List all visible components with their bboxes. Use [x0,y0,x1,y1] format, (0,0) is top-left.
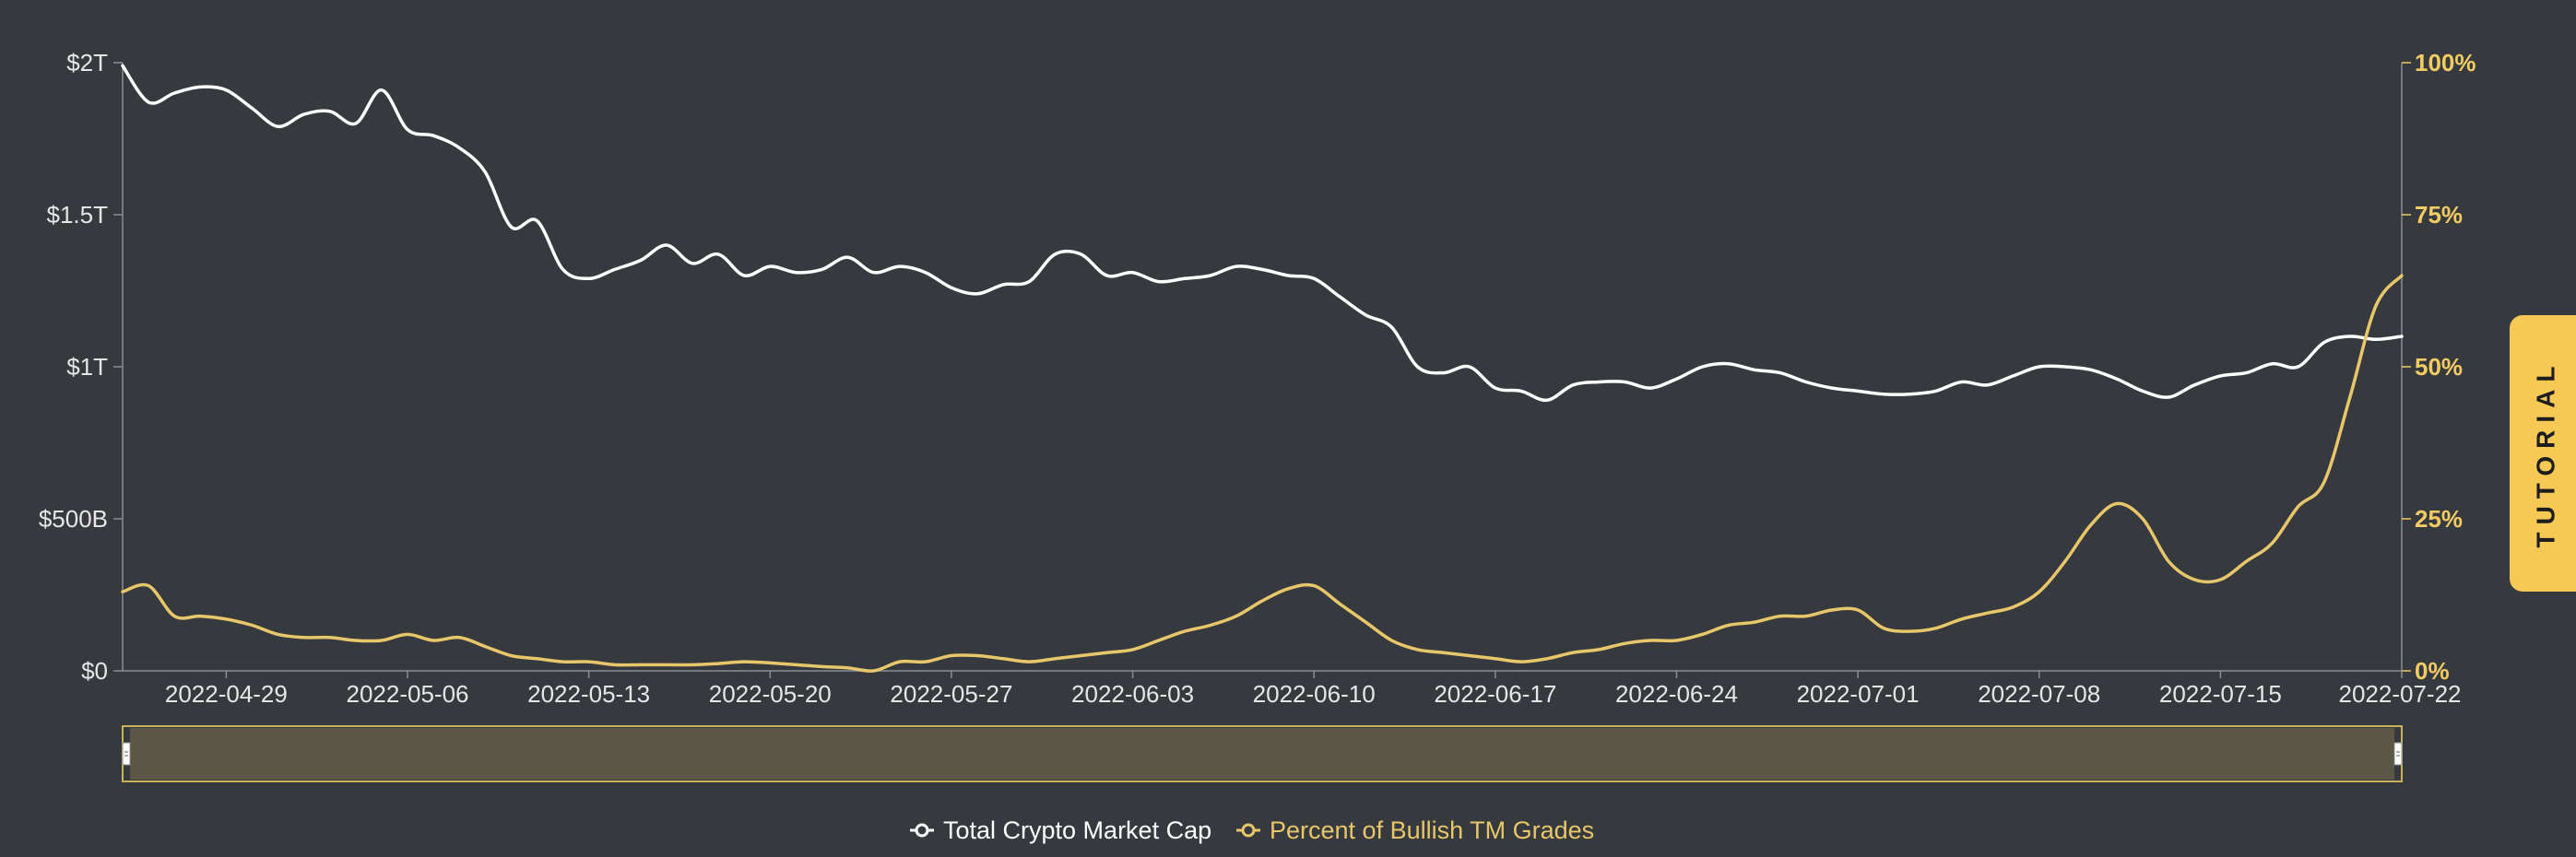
navigator-selection[interactable] [130,728,2394,780]
legend: Total Crypto Market Cap Percent of Bulli… [910,816,1594,844]
right-tick-label: 50% [2415,353,2463,381]
navigator-left-handle[interactable] [122,742,131,766]
legend-item-market-cap[interactable]: Total Crypto Market Cap [910,816,1211,844]
legend-item-bullish[interactable]: Percent of Bullish TM Grades [1236,816,1594,844]
right-tick-label: 0% [2415,657,2450,685]
x-tick-label: 2022-05-27 [890,680,1012,708]
navigator[interactable] [122,725,2403,782]
x-tick-label: 2022-06-10 [1253,680,1376,708]
left-tick-label: $1T [66,353,108,381]
x-tick-label: 2022-05-13 [527,680,650,708]
right-tick-label: 25% [2415,505,2463,533]
legend-label-market-cap: Total Crypto Market Cap [943,816,1211,844]
x-tick-label: 2022-06-24 [1615,680,1738,708]
right-tick-label: 75% [2415,201,2463,229]
legend-label-bullish: Percent of Bullish TM Grades [1270,816,1594,844]
x-tick-label: 2022-07-01 [1797,680,1920,708]
legend-marker-white-icon [915,823,929,838]
left-tick-label: $500B [39,505,108,533]
x-tick-label: 2022-06-03 [1071,680,1194,708]
right-axis-ticks: 0% 25% 50% 75% 100% [2402,49,2476,685]
x-tick-label: 2022-04-29 [165,680,288,708]
legend-marker-gold-icon [1241,823,1256,838]
x-tick-label: 2022-07-15 [2159,680,2282,708]
x-axis-ticks: 2022-04-29 2022-05-06 2022-05-13 2022-05-20… [165,671,2462,708]
x-tick-label: 2022-06-17 [1434,680,1556,708]
navigator-right-handle[interactable] [2393,742,2403,766]
left-tick-label: $0 [81,657,108,685]
x-tick-label: 2022-07-22 [2339,680,2462,708]
x-tick-label: 2022-07-08 [1978,680,2100,708]
series-line-bullish[interactable] [121,274,2404,673]
left-tick-label: $2T [66,49,108,76]
left-tick-label: $1.5T [47,201,109,229]
tutorial-button[interactable]: TUTORIAL [2510,315,2576,592]
x-tick-label: 2022-05-20 [709,680,832,708]
right-tick-label: 100% [2415,49,2476,76]
x-tick-label: 2022-05-06 [347,680,469,708]
series-layer [121,64,2404,673]
left-axis-ticks: $0 $500B $1T $1.5T $2T [39,49,123,685]
tutorial-label: TUTORIAL [2532,358,2560,548]
series-line-market-cap[interactable] [121,64,2404,403]
